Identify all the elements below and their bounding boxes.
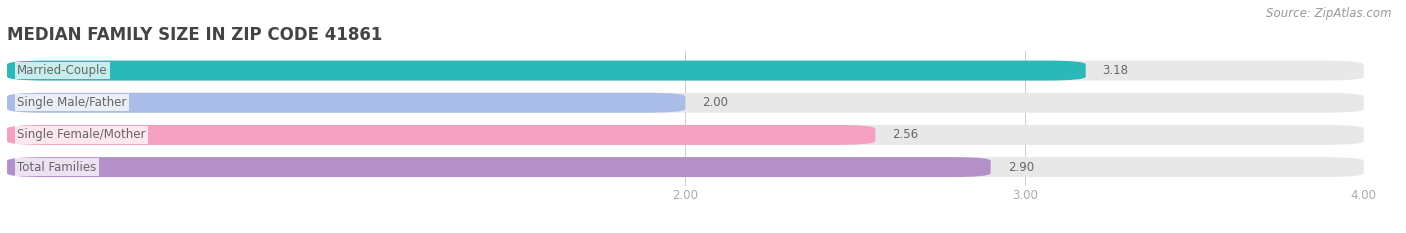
Text: Total Families: Total Families	[17, 161, 97, 174]
FancyBboxPatch shape	[7, 93, 686, 113]
FancyBboxPatch shape	[7, 125, 876, 145]
Text: 2.90: 2.90	[1008, 161, 1033, 174]
FancyBboxPatch shape	[7, 125, 1364, 145]
FancyBboxPatch shape	[7, 157, 1364, 177]
Text: Single Female/Mother: Single Female/Mother	[17, 128, 146, 141]
FancyBboxPatch shape	[7, 61, 1364, 81]
FancyBboxPatch shape	[7, 93, 1364, 113]
Text: 2.00: 2.00	[703, 96, 728, 109]
Text: 3.18: 3.18	[1102, 64, 1129, 77]
Text: MEDIAN FAMILY SIZE IN ZIP CODE 41861: MEDIAN FAMILY SIZE IN ZIP CODE 41861	[7, 26, 382, 44]
Text: Married-Couple: Married-Couple	[17, 64, 108, 77]
Text: Single Male/Father: Single Male/Father	[17, 96, 127, 109]
FancyBboxPatch shape	[7, 157, 991, 177]
Text: 2.56: 2.56	[893, 128, 918, 141]
Text: Source: ZipAtlas.com: Source: ZipAtlas.com	[1267, 7, 1392, 20]
FancyBboxPatch shape	[7, 61, 1085, 81]
